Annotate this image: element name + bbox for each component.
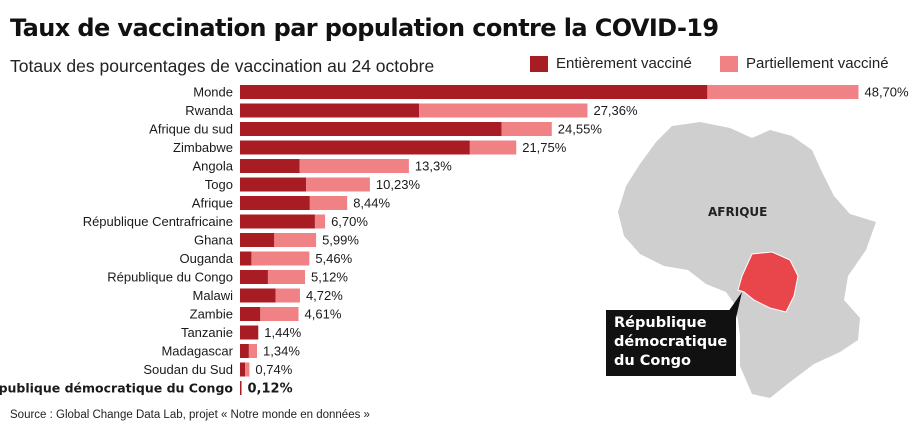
data-label: 6,70% xyxy=(331,214,368,229)
category-label: République du Congo xyxy=(107,270,233,285)
legend-swatch-full xyxy=(530,55,548,72)
map-region-label: AFRIQUE xyxy=(708,205,768,219)
data-label: 24,55% xyxy=(558,122,603,137)
category-label: Afrique xyxy=(192,196,233,211)
legend-swatch-partial xyxy=(720,55,738,72)
legend-label-partial: Partiellement vacciné xyxy=(746,55,889,72)
category-label: République démocratique du Congo xyxy=(0,381,233,396)
data-label: 5,12% xyxy=(311,270,348,285)
bar-fully-vaccinated xyxy=(240,251,252,266)
callout-line-1: République xyxy=(614,315,707,331)
category-label: Angola xyxy=(193,159,234,174)
bar-partially-vaccinated xyxy=(248,344,258,358)
category-label: Zimbabwe xyxy=(173,140,233,155)
bar-fully-vaccinated xyxy=(240,122,502,136)
bar-fully-vaccinated xyxy=(240,177,307,192)
category-label: Tanzanie xyxy=(181,325,233,340)
category-label: Soudan du Sud xyxy=(143,362,233,377)
bar-partially-vaccinated xyxy=(314,214,326,229)
callout-line-3: du Congo xyxy=(614,353,692,369)
legend-item-full: Entièrement vacciné xyxy=(530,55,692,72)
chart-subtitle: Totaux des pourcentages de vaccination a… xyxy=(10,56,435,76)
bar-fully-vaccinated xyxy=(240,325,259,340)
bar-partially-vaccinated xyxy=(501,122,552,136)
data-label: 21,75% xyxy=(522,140,567,155)
bar-partially-vaccinated xyxy=(469,140,517,155)
bar-fully-vaccinated xyxy=(240,288,276,303)
data-label: 1,34% xyxy=(263,344,300,359)
data-label: 5,46% xyxy=(315,251,352,266)
data-label: 0,12% xyxy=(248,382,293,397)
data-label: 5,99% xyxy=(322,233,359,248)
data-label: 8,44% xyxy=(353,196,390,211)
callout-line-2: démocratique xyxy=(614,334,728,350)
data-label: 48,70% xyxy=(864,85,909,100)
bar-fully-vaccinated xyxy=(240,307,261,321)
bar-partially-vaccinated xyxy=(260,307,299,321)
bar-partially-vaccinated xyxy=(299,159,409,173)
bar-partially-vaccinated xyxy=(274,233,317,247)
legend-label-full: Entièrement vacciné xyxy=(556,55,692,72)
bar-fully-vaccinated xyxy=(240,381,242,395)
legend-item-partial: Partiellement vacciné xyxy=(720,55,889,72)
data-label: 4,61% xyxy=(305,307,342,322)
drc-callout: République démocratique du Congo xyxy=(606,310,736,376)
data-label: 0,74% xyxy=(255,362,292,377)
category-label: Rwanda xyxy=(185,103,233,118)
bar-fully-vaccinated xyxy=(240,103,420,118)
bar-partially-vaccinated xyxy=(306,177,370,192)
bar-partially-vaccinated xyxy=(251,251,310,266)
chart-title: Taux de vaccination par population contr… xyxy=(10,14,719,42)
bar-fully-vaccinated xyxy=(240,362,246,377)
category-label: République Centrafricaine xyxy=(83,214,233,229)
category-label: Monde xyxy=(193,85,233,100)
bar-partially-vaccinated xyxy=(419,103,588,118)
category-label: Malawi xyxy=(193,288,234,303)
africa-continent-shape xyxy=(618,122,876,398)
bar-fully-vaccinated xyxy=(240,233,275,247)
drc-shape xyxy=(737,251,799,313)
bar-fully-vaccinated xyxy=(240,159,300,173)
bar-fully-vaccinated xyxy=(240,140,470,155)
data-label: 13,3% xyxy=(415,159,452,174)
data-label: 27,36% xyxy=(593,103,638,118)
bar-fully-vaccinated xyxy=(240,344,249,358)
bar-fully-vaccinated xyxy=(240,214,315,229)
bar-fully-vaccinated xyxy=(240,196,310,210)
category-label: Ghana xyxy=(194,233,234,248)
category-label: Afrique du sud xyxy=(149,122,233,137)
data-label: 1,44% xyxy=(264,325,301,340)
bar-fully-vaccinated xyxy=(240,270,268,284)
category-label: Zambie xyxy=(190,307,233,322)
bar-partially-vaccinated xyxy=(245,362,250,377)
bar-partially-vaccinated xyxy=(275,288,300,303)
category-label: Togo xyxy=(205,177,233,192)
data-label: 10,23% xyxy=(376,177,421,192)
bar-fully-vaccinated xyxy=(240,85,708,99)
data-label: 4,72% xyxy=(306,288,343,303)
category-label: Ouganda xyxy=(180,251,234,266)
category-label: Madagascar xyxy=(161,344,233,359)
bar-partially-vaccinated xyxy=(309,196,348,210)
bar-partially-vaccinated xyxy=(707,85,859,99)
bar-partially-vaccinated xyxy=(267,270,306,284)
source-note: Source : Global Change Data Lab, projet … xyxy=(10,409,370,421)
